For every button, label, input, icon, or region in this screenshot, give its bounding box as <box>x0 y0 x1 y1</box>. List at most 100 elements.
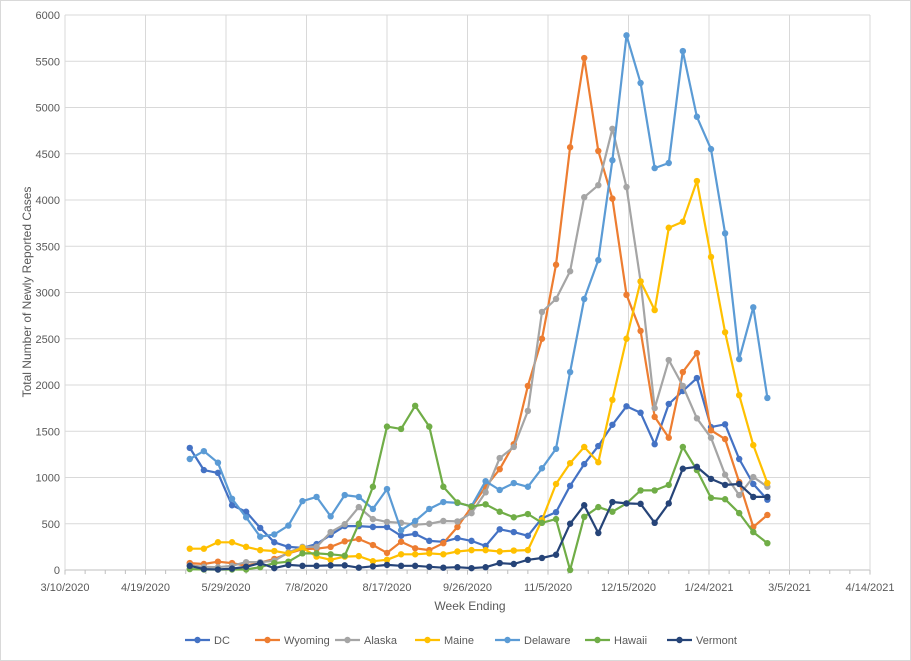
data-point-hawaii <box>609 508 616 515</box>
data-point-dc <box>595 442 602 450</box>
y-axis-title: Total Number of Newly Reported Cases <box>20 187 34 398</box>
data-point-delaware <box>665 159 672 167</box>
series-hawaii <box>186 402 771 574</box>
data-point-maine <box>707 253 715 261</box>
data-point-dc <box>623 403 630 410</box>
series-dc <box>186 374 771 551</box>
data-point-hawaii <box>510 514 517 521</box>
data-point-delaware <box>524 483 532 490</box>
x-tick-label: 11/5/2020 <box>524 582 572 594</box>
x-tick-label: 5/29/2020 <box>202 582 251 594</box>
data-point-alaska <box>679 382 687 390</box>
data-point-dc <box>200 466 208 474</box>
data-point-hawaii <box>538 519 546 527</box>
data-point-delaware <box>285 522 292 529</box>
data-point-wyoming <box>595 147 602 155</box>
data-point-maine <box>369 558 377 565</box>
data-point-wyoming <box>707 427 715 434</box>
data-point-vermont <box>735 480 743 488</box>
legend: DC Wyoming Alaska Maine Delaware Hawaii Vermon… <box>185 635 737 647</box>
data-point-alaska <box>482 489 489 496</box>
data-point-maine <box>623 335 630 342</box>
y-tick-label: 500 <box>42 519 60 531</box>
data-point-maine <box>665 224 672 231</box>
data-point-hawaii <box>651 487 658 494</box>
series-delaware <box>186 32 771 540</box>
data-point-wyoming <box>369 541 377 549</box>
data-point-vermont <box>369 563 377 570</box>
data-point-delaware <box>228 495 236 502</box>
data-point-hawaii <box>454 499 461 506</box>
data-point-vermont <box>411 562 419 570</box>
data-point-maine <box>411 551 419 558</box>
data-point-wyoming <box>552 261 560 268</box>
data-point-maine <box>454 548 461 555</box>
data-point-maine <box>524 546 532 554</box>
data-point-vermont <box>383 561 391 569</box>
data-point-alaska <box>524 407 532 415</box>
y-tick-label: 6000 <box>36 10 60 22</box>
data-point-vermont <box>581 502 588 509</box>
y-tick-label: 4000 <box>36 195 60 207</box>
data-point-delaware <box>735 355 743 363</box>
data-point-alaska <box>369 515 377 523</box>
data-point-wyoming <box>651 413 658 421</box>
legend-label-maine: Maine <box>444 635 474 647</box>
data-point-hawaii <box>524 510 532 518</box>
data-point-vermont <box>482 564 489 571</box>
data-point-delaware <box>271 531 278 538</box>
data-point-maine <box>581 443 588 451</box>
data-point-wyoming <box>693 349 701 357</box>
data-point-wyoming <box>411 545 419 552</box>
data-point-vermont <box>271 564 278 572</box>
data-point-delaware <box>609 157 616 164</box>
data-point-alaska <box>538 308 546 316</box>
legend-marker-maine <box>424 636 431 644</box>
data-point-hawaii <box>496 508 503 515</box>
data-point-delaware <box>299 497 306 505</box>
data-point-maine <box>468 546 475 554</box>
data-point-delaware <box>355 493 363 501</box>
data-point-hawaii <box>581 513 588 521</box>
data-point-hawaii <box>750 528 757 536</box>
data-point-vermont <box>440 564 447 571</box>
data-point-vermont <box>228 565 236 572</box>
data-point-wyoming <box>454 523 461 531</box>
x-tick-label: 4/19/2020 <box>121 582 170 594</box>
data-point-vermont <box>186 562 193 570</box>
series-line-vermont <box>189 465 768 571</box>
legend-label-wyoming: Wyoming <box>284 635 330 647</box>
data-point-dc <box>468 537 475 545</box>
data-point-delaware <box>397 527 405 534</box>
data-point-dc <box>651 441 658 448</box>
legend-item-hawaii: Hawaii <box>585 635 647 647</box>
data-point-alaska <box>665 356 672 364</box>
data-point-dc <box>242 508 250 515</box>
data-point-dc <box>524 532 532 539</box>
x-axis-title: Week Ending <box>434 599 505 613</box>
data-point-delaware <box>552 445 560 453</box>
y-tick-label: 1000 <box>36 473 60 485</box>
y-tick-label: 5000 <box>36 103 60 115</box>
data-point-delaware <box>707 145 715 153</box>
x-axis-ticks: 3/10/2020 4/19/2020 5/29/2020 7/8/2020 8/17/… <box>41 582 895 594</box>
data-point-vermont <box>355 564 363 571</box>
series-line-wyoming <box>189 56 769 567</box>
x-tick-label: 12/15/2020 <box>601 582 656 594</box>
data-point-maine <box>637 278 644 285</box>
legend-label-dc: DC <box>214 635 230 647</box>
data-point-hawaii <box>721 496 729 503</box>
data-point-dc <box>496 526 503 533</box>
y-axis-ticks: 0 500 1000 1500 2000 2500 3000 3500 4000 4500 5000… <box>36 10 60 577</box>
data-point-delaware <box>693 113 701 120</box>
data-point-wyoming <box>679 368 687 376</box>
data-point-wyoming <box>581 54 588 62</box>
data-point-delaware <box>764 394 771 402</box>
data-point-delaware <box>411 517 419 525</box>
data-point-wyoming <box>609 195 616 202</box>
data-point-maine <box>186 545 193 552</box>
legend-marker-wyoming <box>264 636 271 644</box>
legend-label-alaska: Alaska <box>364 635 398 647</box>
data-point-delaware <box>383 485 391 493</box>
